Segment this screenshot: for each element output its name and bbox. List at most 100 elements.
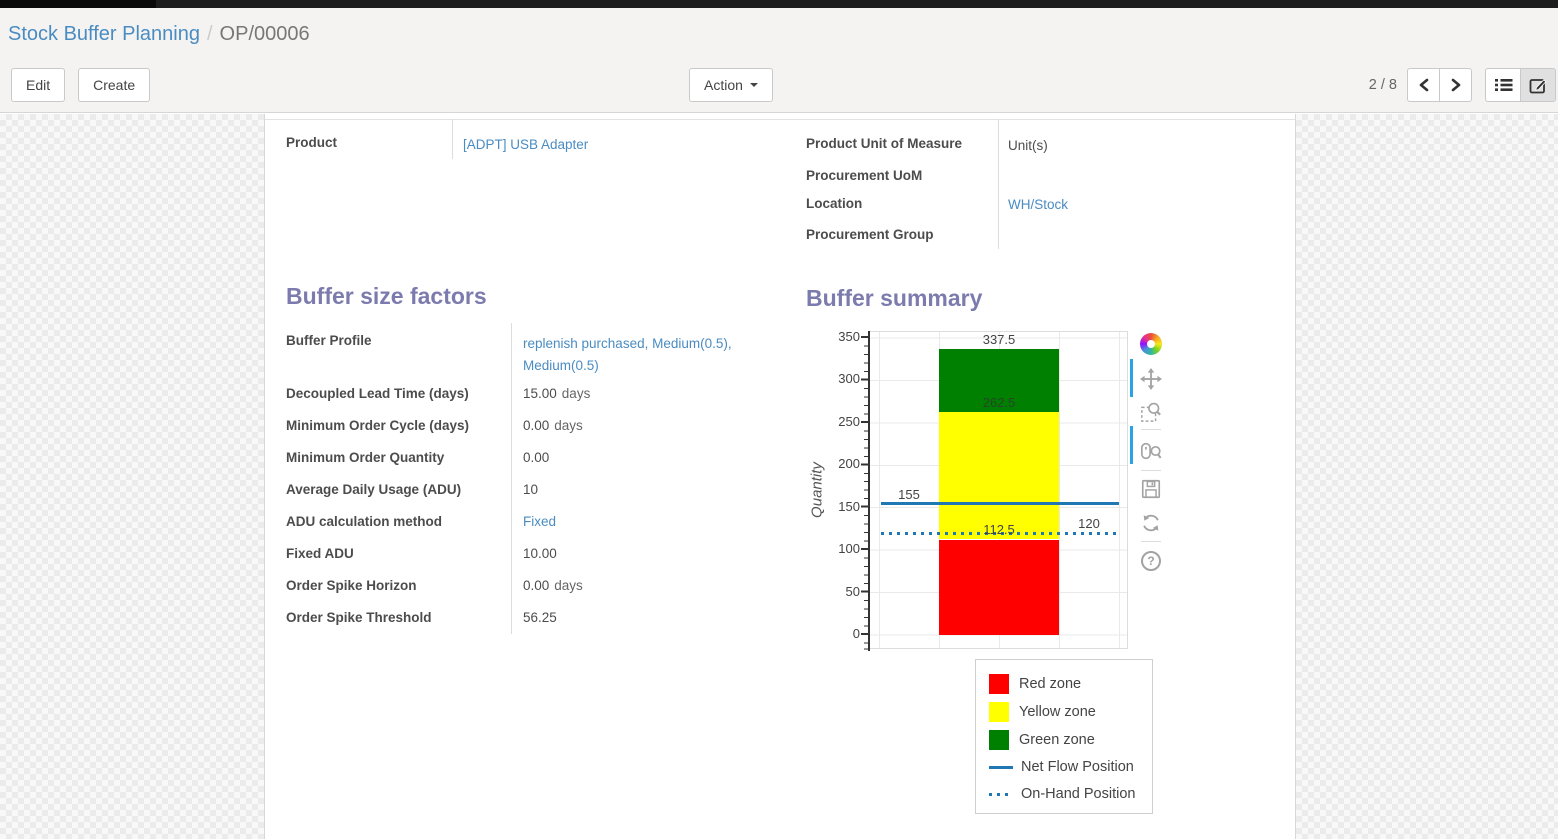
control-panel: Stock Buffer Planning / OP/00006 Edit Creat… <box>0 8 1558 113</box>
legend-item-red-zone: Red zone <box>989 674 1081 694</box>
bokeh-logo-icon[interactable] <box>1140 333 1162 355</box>
create-button[interactable]: Create <box>78 68 151 102</box>
legend-item-green-zone: Green zone <box>989 730 1095 750</box>
product-uom-value: Unit(s) <box>1008 138 1048 153</box>
value-number: 0.00 <box>523 578 550 593</box>
y-tick-250: 250 <box>838 414 860 429</box>
green-swatch <box>989 730 1009 750</box>
edit-button[interactable]: Edit <box>11 68 66 102</box>
y-tick-100: 100 <box>838 541 860 556</box>
wheel-zoom-tool-icon[interactable] <box>1140 440 1162 462</box>
adu-calculation-method-value: Fixed <box>523 512 556 532</box>
y-tick-350: 350 <box>838 329 860 344</box>
average-daily-usage-value: 10 <box>523 480 538 500</box>
y-axis-line <box>868 331 870 651</box>
chart-legend: Red zone Yellow zone Green zone Net Flow… <box>975 659 1153 814</box>
legend-label: Green zone <box>1019 732 1095 748</box>
breadcrumb-separator: / <box>206 23 213 45</box>
y-tick-0: 0 <box>852 626 860 641</box>
pan-tool-icon[interactable] <box>1140 368 1162 390</box>
plot-area: 337.5 262.5 112.5 155 120 <box>861 331 1128 651</box>
action-dropdown-button[interactable]: Action <box>689 68 773 102</box>
cell-divider <box>998 119 999 249</box>
legend-label: Red zone <box>1019 676 1082 692</box>
product-link[interactable]: [ADPT] USB Adapter <box>463 137 589 152</box>
yellow-zone-bar <box>939 412 1059 540</box>
pager-next-button[interactable] <box>1439 68 1472 102</box>
browser-top-strip <box>0 0 1558 8</box>
reset-tool-icon[interactable] <box>1140 512 1162 534</box>
minimum-order-quantity-label: Minimum Order Quantity <box>286 450 445 465</box>
value-number: 10.00 <box>523 546 557 561</box>
buffer-profile-value: replenish purchased, Medium(0.5), Medium… <box>523 333 775 377</box>
decoupled-lead-time-label: Decoupled Lead Time (days) <box>286 386 469 401</box>
solid-line-sample <box>989 765 1013 769</box>
green-zone-top-label: 337.5 <box>982 332 1016 347</box>
y-tick-300: 300 <box>838 371 860 386</box>
yellow-zone-top-label: 262.5 <box>982 395 1016 410</box>
row-divider <box>265 119 1295 120</box>
chevron-left-icon <box>1419 78 1428 92</box>
order-spike-threshold-label: Order Spike Threshold <box>286 610 432 625</box>
value-number: 0.00 <box>523 450 550 465</box>
buffer-summary-chart: Quantity 350 300 250 200 150 100 50 0 33… <box>806 326 1191 831</box>
cell-divider <box>511 323 512 634</box>
order-spike-threshold-value: 56.25 <box>523 608 557 628</box>
value-unit: days <box>554 418 583 433</box>
product-uom-label: Product Unit of Measure <box>806 136 963 151</box>
question-mark-glyph: ? <box>1141 551 1161 571</box>
view-switcher <box>1485 68 1556 102</box>
y-tick-150: 150 <box>838 499 860 514</box>
value-unit: days <box>554 578 583 593</box>
form-view-button[interactable] <box>1520 68 1556 102</box>
product-value: [ADPT] USB Adapter <box>463 135 588 155</box>
red-zone-top-label: 112.5 <box>983 522 1015 537</box>
legend-label: Yellow zone <box>1019 704 1096 720</box>
wheel-zoom-active-indicator <box>1130 426 1133 464</box>
minimum-order-quantity-value: 0.00 <box>523 448 549 468</box>
location-link[interactable]: WH/Stock <box>1008 197 1069 212</box>
minimum-order-cycle-value: 0.00 days <box>523 416 583 436</box>
y-axis-minor-ticks <box>864 331 868 651</box>
y-tick-200: 200 <box>838 456 860 471</box>
form-sheet: Product [ADPT] USB Adapter Product Unit … <box>264 114 1296 839</box>
net-flow-position-value-label: 155 <box>898 487 920 502</box>
order-spike-horizon-value: 0.00 days <box>523 576 583 596</box>
adu-calculation-method-label: ADU calculation method <box>286 514 443 529</box>
buffer-summary-title: Buffer summary <box>806 285 983 311</box>
buffer-profile-link[interactable]: replenish purchased, Medium(0.5), Medium… <box>523 336 732 373</box>
breadcrumb-link-stock-buffer-planning[interactable]: Stock Buffer Planning <box>8 23 200 45</box>
y-tick-50: 50 <box>845 584 860 599</box>
legend-label: On-Hand Position <box>1021 786 1136 802</box>
breadcrumb: Stock Buffer Planning / OP/00006 <box>8 21 310 47</box>
product-label: Product <box>286 135 338 150</box>
box-zoom-tool-icon[interactable] <box>1140 401 1162 423</box>
list-view-button[interactable] <box>1485 68 1521 102</box>
pager-previous-button[interactable] <box>1407 68 1440 102</box>
fixed-adu-value: 10.00 <box>523 544 557 564</box>
value-number: 0.00 <box>523 418 550 433</box>
order-spike-horizon-label: Order Spike Horizon <box>286 578 417 593</box>
red-zone-bar <box>939 539 1059 635</box>
average-daily-usage-label: Average Daily Usage (ADU) <box>286 482 462 497</box>
on-hand-position-line <box>881 531 1119 535</box>
breadcrumb-current-record: OP/00006 <box>219 23 310 45</box>
edit-form-icon <box>1529 78 1546 93</box>
buffer-size-factors-title: Buffer size factors <box>286 283 487 309</box>
yellow-swatch <box>989 702 1009 722</box>
toolbar-separator <box>1141 429 1161 430</box>
toolbar-separator <box>1141 541 1161 542</box>
procurement-group-label: Procurement Group <box>806 227 934 242</box>
help-tool-icon[interactable]: ? <box>1140 550 1162 572</box>
net-flow-position-line <box>881 501 1119 505</box>
pan-active-indicator <box>1130 359 1133 397</box>
pager-buttons <box>1407 68 1472 102</box>
minimum-order-cycle-label: Minimum Order Cycle (days) <box>286 418 470 433</box>
pager-value[interactable]: 2 / 8 <box>1368 77 1397 93</box>
decoupled-lead-time-value: 15.00 days <box>523 384 590 404</box>
adu-method-link[interactable]: Fixed <box>523 514 557 529</box>
legend-item-net-flow-position: Net Flow Position <box>989 757 1134 777</box>
buffer-profile-label: Buffer Profile <box>286 333 372 348</box>
on-hand-position-value-label: 120 <box>1078 516 1100 531</box>
save-tool-icon[interactable] <box>1140 478 1162 500</box>
